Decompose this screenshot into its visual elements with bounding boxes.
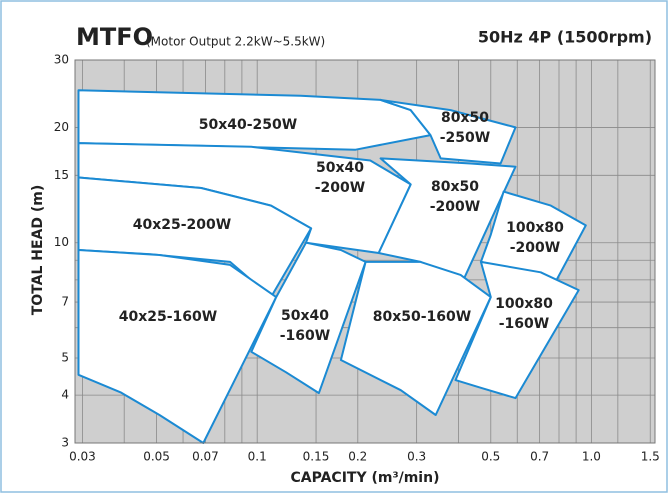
x-tick-label: 0.15 [303, 450, 330, 464]
region-label: -160W [280, 328, 330, 344]
region-label: -160W [499, 316, 549, 332]
chart-title: MTFO [76, 23, 153, 51]
x-tick-label: 0.5 [481, 450, 500, 464]
y-tick-label: 20 [54, 120, 69, 134]
region-label: -250W [440, 130, 490, 146]
chart-subtitle: (Motor Output 2.2kW~5.5kW) [146, 35, 325, 49]
region-label: 80x50-160W [373, 309, 471, 325]
region-label: -200W [315, 180, 365, 196]
y-tick-label: 4 [61, 388, 69, 402]
region-label: 100x80 [495, 296, 553, 312]
x-tick-label: 0.1 [248, 450, 267, 464]
y-tick-label: 15 [54, 168, 69, 182]
x-axis-label: CAPACITY (m³/min) [291, 470, 440, 486]
x-tick-label: 0.2 [348, 450, 367, 464]
x-tick-label: 1.5 [641, 450, 660, 464]
pump-region [379, 98, 517, 165]
annotation: 50Hz 4P (1500rpm) [478, 28, 652, 47]
y-tick-label: 3 [61, 436, 69, 450]
y-axis-label: TOTAL HEAD (m) [30, 185, 46, 316]
pump-region [454, 260, 580, 400]
region-label: 50x40-250W [199, 117, 297, 133]
region-label: -200W [510, 240, 560, 256]
y-tick-label: 30 [54, 53, 69, 67]
region-label: 80x50 [431, 179, 479, 195]
x-tick-label: 1.0 [582, 450, 601, 464]
x-tick-label: 0.03 [69, 450, 96, 464]
region-label: 40x25-160W [119, 309, 217, 325]
region-label: 80x50 [441, 110, 489, 126]
region-label: 100x80 [506, 220, 564, 236]
pump-region [250, 241, 367, 395]
x-tick-label: 0.3 [407, 450, 426, 464]
x-tick-label: 0.05 [143, 450, 170, 464]
plot-border [74, 59, 656, 444]
y-tick-label: 5 [61, 351, 69, 365]
pump-region [339, 260, 492, 416]
x-tick-label: 0.07 [192, 450, 219, 464]
region-label: 50x40 [281, 308, 329, 324]
region-label: 40x25-200W [133, 217, 231, 233]
y-tick-label: 7 [61, 295, 69, 309]
y-tick-label: 10 [54, 235, 69, 249]
region-label: 50x40 [316, 160, 364, 176]
x-tick-label: 0.7 [530, 450, 549, 464]
region-label: -200W [430, 199, 480, 215]
pump-region [377, 157, 517, 281]
